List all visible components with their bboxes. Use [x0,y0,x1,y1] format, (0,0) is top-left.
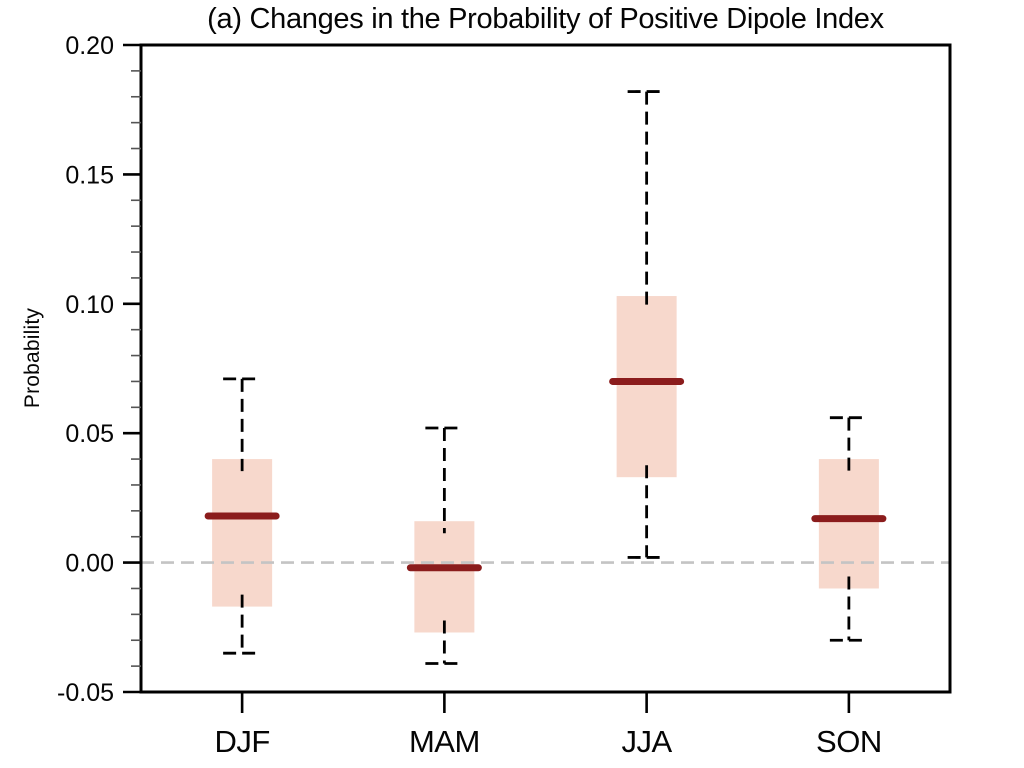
x-category-label-djf: DJF [214,724,269,759]
y-tick-label: 0.05 [65,420,114,448]
box-rect-son [818,459,879,589]
y-tick-label: 0.00 [65,550,114,578]
y-tick-label: 0.20 [65,32,114,60]
chart-title: (a) Changes in the Probability of Positi… [207,3,884,35]
box-rect-mam [414,521,475,633]
x-category-label-son: SON [816,724,882,759]
y-tick-label: 0.10 [65,291,114,319]
x-category-label-jja: JJA [622,724,673,759]
y-tick-label: 0.15 [65,161,114,189]
y-tick-label: -0.05 [57,679,114,707]
x-category-label-mam: MAM [409,724,480,759]
box-rect-djf [212,459,273,607]
axis-frame [139,43,952,694]
box-rect-jja [616,296,677,478]
